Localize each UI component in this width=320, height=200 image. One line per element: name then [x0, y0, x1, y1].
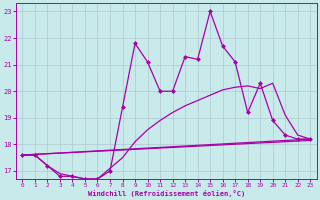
X-axis label: Windchill (Refroidissement éolien,°C): Windchill (Refroidissement éolien,°C) — [88, 190, 245, 197]
